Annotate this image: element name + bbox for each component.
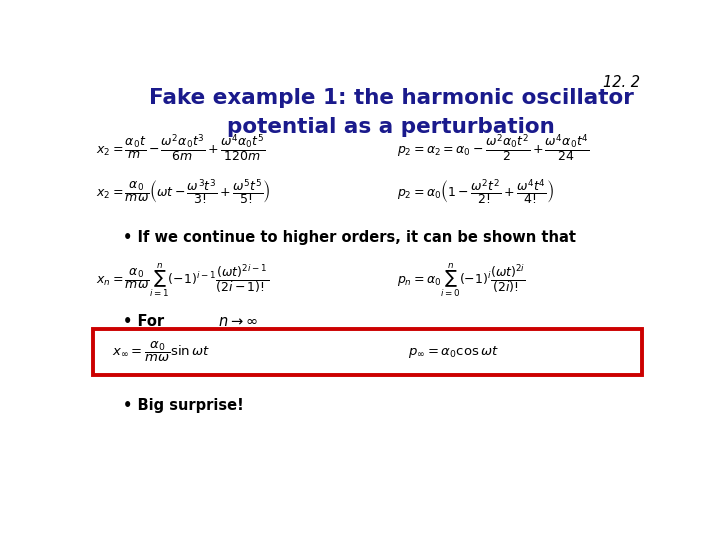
- Text: $p_2 = \alpha_2 = \alpha_0 - \dfrac{\omega^2\alpha_0 t^2}{2} + \dfrac{\omega^4\a: $p_2 = \alpha_2 = \alpha_0 - \dfrac{\ome…: [397, 132, 590, 164]
- Text: potential as a perturbation: potential as a perturbation: [228, 117, 555, 137]
- Text: • For: • For: [124, 314, 165, 329]
- Text: $p_2 = \alpha_0\left(1 - \dfrac{\omega^2 t^2}{2!} + \dfrac{\omega^4 t^4}{4!}\rig: $p_2 = \alpha_0\left(1 - \dfrac{\omega^2…: [397, 178, 554, 207]
- Text: Fake example 1: the harmonic oscillator: Fake example 1: the harmonic oscillator: [149, 87, 634, 107]
- Text: $p_\infty = \alpha_0 \cos\omega t$: $p_\infty = \alpha_0 \cos\omega t$: [408, 344, 499, 360]
- Text: $x_2 = \dfrac{\alpha_0}{m\omega}\left(\omega t - \dfrac{\omega^3 t^3}{3!} + \dfr: $x_2 = \dfrac{\alpha_0}{m\omega}\left(\o…: [96, 178, 270, 207]
- FancyBboxPatch shape: [94, 329, 642, 375]
- Text: • Big surprise!: • Big surprise!: [124, 399, 244, 413]
- Text: $p_n = \alpha_0\sum_{i=0}^{n}(-1)^{i}\dfrac{(\omega t)^{2i}}{(2i)!}$: $p_n = \alpha_0\sum_{i=0}^{n}(-1)^{i}\df…: [397, 261, 526, 299]
- Text: $x_\infty = \dfrac{\alpha_0}{m\omega}\sin\omega t$: $x_\infty = \dfrac{\alpha_0}{m\omega}\si…: [112, 340, 210, 364]
- Text: • If we continue to higher orders, it can be shown that: • If we continue to higher orders, it ca…: [124, 230, 577, 245]
- Text: $n \rightarrow \infty$: $n \rightarrow \infty$: [218, 314, 258, 329]
- Text: $x_n = \dfrac{\alpha_0}{m\omega}\sum_{i=1}^{n}(-1)^{i-1}\dfrac{(\omega t)^{2i-1}: $x_n = \dfrac{\alpha_0}{m\omega}\sum_{i=…: [96, 261, 269, 299]
- Text: $x_2 = \dfrac{\alpha_0 t}{m} - \dfrac{\omega^2\alpha_0 t^3}{6m} + \dfrac{\omega^: $x_2 = \dfrac{\alpha_0 t}{m} - \dfrac{\o…: [96, 132, 265, 164]
- Text: 12. 2: 12. 2: [603, 75, 639, 90]
